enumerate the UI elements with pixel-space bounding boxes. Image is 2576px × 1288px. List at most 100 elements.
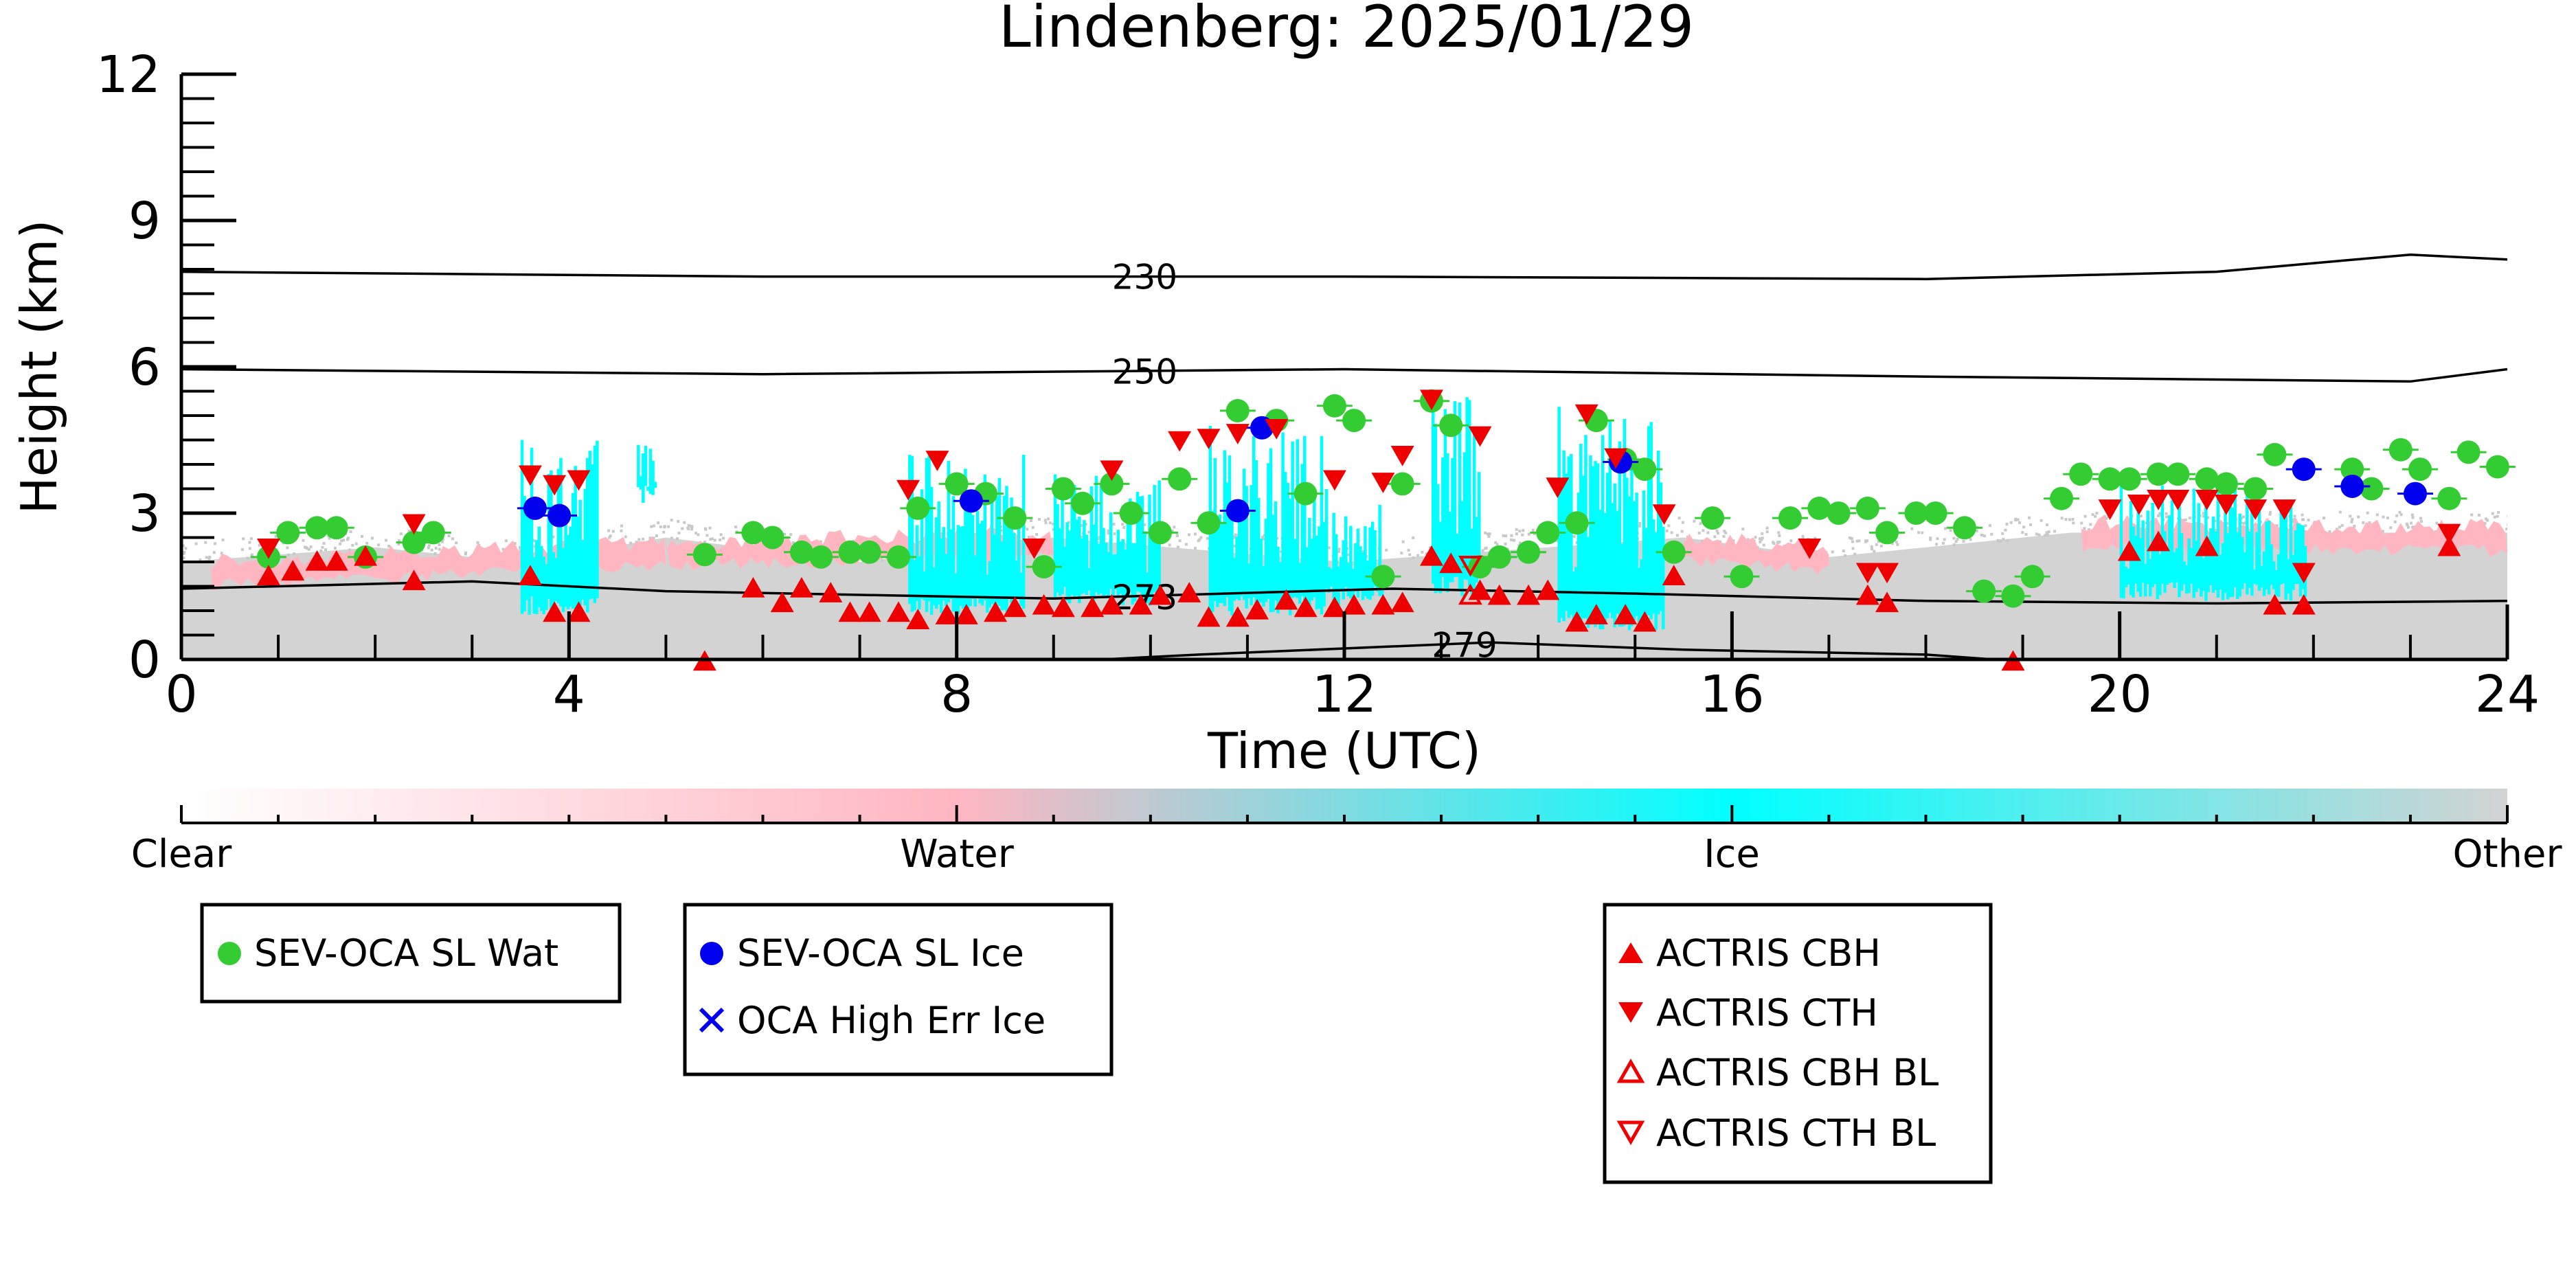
marker-circle [1071, 491, 1095, 515]
region-ice-column [1245, 486, 1248, 609]
region-other-speckle [2047, 530, 2050, 534]
region-other-speckle [476, 541, 479, 544]
region-other-speckle [221, 539, 225, 541]
region-other-speckle [2105, 517, 2108, 520]
marker-triangle-down [567, 470, 591, 491]
marker-triangle-up [2195, 535, 2219, 556]
region-ice-column [2178, 490, 2181, 598]
marker-circle [2263, 442, 2287, 466]
region-ice-column [2265, 521, 2268, 589]
region-ice-column [954, 573, 958, 612]
marker-circle [906, 496, 930, 520]
region-ice-column [1364, 526, 1367, 596]
marker-circle [887, 545, 911, 569]
region-ice-column [1620, 543, 1624, 627]
marker-triangle-down [402, 514, 426, 535]
region-ice-column [2241, 536, 2244, 589]
region-ice-column [2195, 541, 2198, 592]
marker-triangle-up [1003, 596, 1027, 618]
region-ice-column [556, 468, 561, 604]
region-other-speckle [2156, 514, 2160, 517]
region-other-speckle [204, 541, 207, 544]
region-ice-column [1659, 482, 1662, 611]
region-other-speckle [398, 539, 400, 543]
region-other-speckle [1849, 536, 1851, 539]
region-other-speckle [1193, 532, 1197, 536]
region-other-speckle [1746, 538, 1750, 541]
marker-triangle-up [1371, 594, 1395, 615]
region-other-speckle [249, 537, 253, 541]
region-ice-column [1092, 524, 1096, 600]
region-ice-column [2257, 506, 2261, 591]
region-other-speckle [1515, 532, 1518, 536]
region-other-speckle [2507, 515, 2509, 518]
region-other-speckle [2497, 510, 2500, 514]
region-ice-column [1019, 572, 1023, 607]
region-other-speckle [1504, 542, 1507, 545]
region-other-speckle [2486, 519, 2489, 522]
region-ice-column [2252, 569, 2257, 584]
legend-label-actris-cbh-bl: ACTRIS CBH BL [1656, 1051, 1939, 1094]
region-ice-column [2214, 531, 2217, 591]
marker-circle [1662, 540, 1686, 564]
region-other-speckle [2366, 511, 2369, 515]
marker-triangle-up [402, 569, 426, 591]
region-ice-column [537, 526, 541, 608]
region-other-speckle [1510, 538, 1513, 541]
region-other-speckle [348, 548, 351, 552]
marker-triangle-down [1168, 431, 1192, 452]
region-other-speckle [1327, 546, 1331, 550]
region-ice-column [2270, 544, 2273, 585]
legend-marker-actris-cth [1618, 1002, 1643, 1023]
marker-triangle-up [1342, 594, 1366, 615]
marker-circle [1972, 579, 1996, 603]
region-ice-column [2209, 528, 2213, 585]
region-other-speckle [1962, 540, 1965, 543]
region-other-speckle [1701, 539, 1704, 543]
region-ice-column [1116, 530, 1120, 596]
legend-marker-oca-high-err-ice [699, 1007, 725, 1033]
region-other-speckle [659, 525, 662, 528]
marker-triangle-up [906, 609, 930, 629]
region-other-speckle [783, 532, 787, 536]
region-other-speckle [2139, 515, 2143, 518]
region-ice-column [1618, 441, 1622, 627]
region-ice-column [2197, 503, 2200, 589]
marker-circle [741, 521, 765, 545]
region-other-speckle [1168, 543, 1171, 547]
region-other-speckle [607, 529, 611, 532]
region-other-speckle [2483, 521, 2487, 525]
region-other-speckle [447, 534, 451, 538]
region-other-speckle [677, 520, 680, 523]
region-ice-column [1611, 503, 1614, 619]
region-other-speckle [2351, 518, 2354, 521]
region-other-speckle [608, 536, 611, 539]
region-other-speckle [1184, 543, 1188, 546]
region-other-speckle [1941, 541, 1945, 545]
region-ice-column [1472, 429, 1476, 592]
region-ice-column [2132, 526, 2135, 598]
region-ice-column [2248, 531, 2252, 588]
marker-triangle-down [256, 538, 280, 559]
marker-circle [1952, 516, 1976, 540]
region-other-speckle [1722, 534, 1726, 538]
marker-circle [2408, 457, 2432, 482]
region-other-speckle [681, 527, 684, 530]
region-other-speckle [1098, 536, 1101, 539]
region-other-speckle [2089, 523, 2092, 526]
axis-ticks: 0 3 6 9 12 0 4 8 12 16 20 24 [96, 45, 2540, 724]
region-other-speckle [2021, 531, 2024, 534]
region-ice-column [525, 508, 529, 600]
region-other-speckle [1929, 538, 1932, 541]
region-other-speckle [2005, 522, 2009, 526]
region-other-speckle [2507, 523, 2509, 526]
region-other-speckle [719, 539, 722, 541]
region-other-speckle [704, 528, 708, 531]
region-other-speckle [662, 530, 666, 534]
marker-triangle-down [543, 475, 567, 496]
region-ice-column [1225, 482, 1229, 598]
region-ice-column [1017, 511, 1021, 598]
marker-circle [1197, 511, 1221, 535]
region-ice-column [1308, 517, 1311, 607]
region-other-speckle [620, 529, 623, 532]
